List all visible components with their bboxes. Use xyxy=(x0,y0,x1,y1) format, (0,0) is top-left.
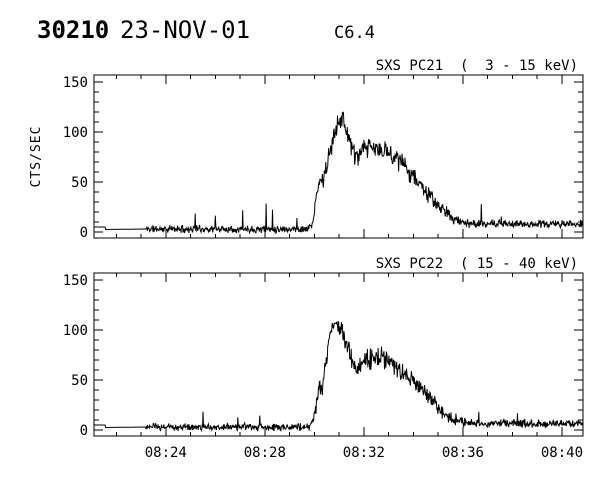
flare-id: 30210 xyxy=(37,16,110,44)
x-tick-label: 08:32 xyxy=(343,445,385,461)
plot-box xyxy=(93,272,584,437)
y-tick-label: 150 xyxy=(63,273,88,289)
y-axis-label: CTS/SEC xyxy=(29,126,44,188)
x-tick-label: 08:24 xyxy=(145,445,187,461)
y-tick-label: 0 xyxy=(80,423,88,439)
y-tick-label: 150 xyxy=(63,75,88,91)
x-tick-label: 08:40 xyxy=(541,445,583,461)
y-tick-label: 50 xyxy=(71,373,88,389)
y-tick-label: 50 xyxy=(71,175,88,191)
y-tick-label: 100 xyxy=(63,125,88,141)
light-curve-sxs-pc22 xyxy=(94,321,584,433)
panel-sxs-pc22: 08:24 08:28 08:32 08:36 08:40 0 50 100 150 SXS PC… xyxy=(63,256,584,461)
panel-sxs-pc21: 0 50 100 150 SXS PC21 ( 3 - 15 keV) CTS/SEC xyxy=(29,58,584,241)
observation-date: 23-NOV-01 xyxy=(120,16,251,44)
light-curve-sxs-pc21 xyxy=(94,111,584,235)
goes-class-label: C6.4 xyxy=(334,23,375,43)
x-tick-label: 08:28 xyxy=(244,445,286,461)
y-tick-label: 0 xyxy=(80,225,88,241)
panel-title: SXS PC21 ( 3 - 15 keV) xyxy=(376,58,578,74)
panel-title: SXS PC22 ( 15 - 40 keV) xyxy=(376,256,578,272)
y-tick-label: 100 xyxy=(63,323,88,339)
plot-box xyxy=(93,74,584,239)
x-tick-label: 08:36 xyxy=(442,445,484,461)
